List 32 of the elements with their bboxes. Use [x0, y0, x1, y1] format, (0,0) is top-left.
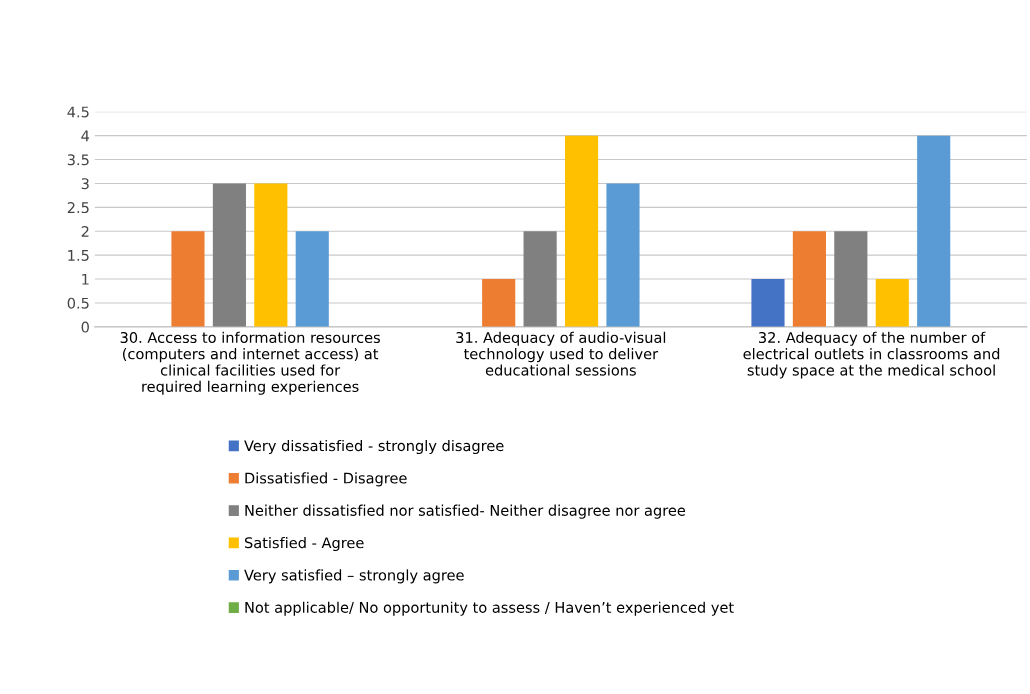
x-tick-label: 30. Access to information resources (computers and internet access) at clinical facilities used for required learning experiences	[120, 331, 380, 395]
y-tick-label: 3	[81, 178, 89, 190]
y-tick-label: 3.5	[67, 154, 89, 166]
y-tick-label: 4.5	[67, 106, 89, 118]
legend-label: Neither dissatisfied nor satisfied- Neither disagree nor agree	[245, 504, 686, 519]
bar	[212, 183, 246, 327]
bar	[523, 231, 557, 327]
bar	[254, 183, 288, 327]
bar	[171, 231, 205, 327]
bar	[564, 135, 599, 327]
bar	[834, 231, 868, 327]
bar	[875, 279, 909, 327]
legend-label: Not applicable/ No opportunity to assess / Haven’t experienced yet	[245, 601, 734, 616]
bar	[792, 231, 826, 327]
y-tick-label: 0	[81, 321, 89, 333]
y-tick-label: 1.5	[68, 250, 89, 261]
legend-label: Very satisfied – strongly agree	[244, 569, 464, 584]
legend-label: Satisfied - Agree	[244, 536, 364, 552]
bar	[606, 183, 640, 327]
y-tick-label: 0.5	[67, 297, 89, 309]
x-tick-label: 32. Adequacy of the number of electrical outlets in classrooms and study space at the medical school	[743, 331, 1000, 379]
legend-label: Dissatisfied - Disagree	[245, 472, 407, 487]
legend-label: Very dissatisfied - strongly disagree	[244, 439, 504, 455]
y-tick-label: 2.5	[67, 202, 89, 214]
bar	[751, 279, 785, 327]
x-tick-label: 31. Adequacy of audio-visual technology used to deliver educational sessions	[456, 331, 666, 376]
bar	[482, 279, 516, 327]
bar	[295, 231, 329, 327]
y-tick-label: 1	[82, 273, 89, 285]
y-tick-label: 2	[81, 225, 89, 237]
y-tick-label: 4	[81, 130, 90, 142]
bar	[917, 135, 951, 327]
